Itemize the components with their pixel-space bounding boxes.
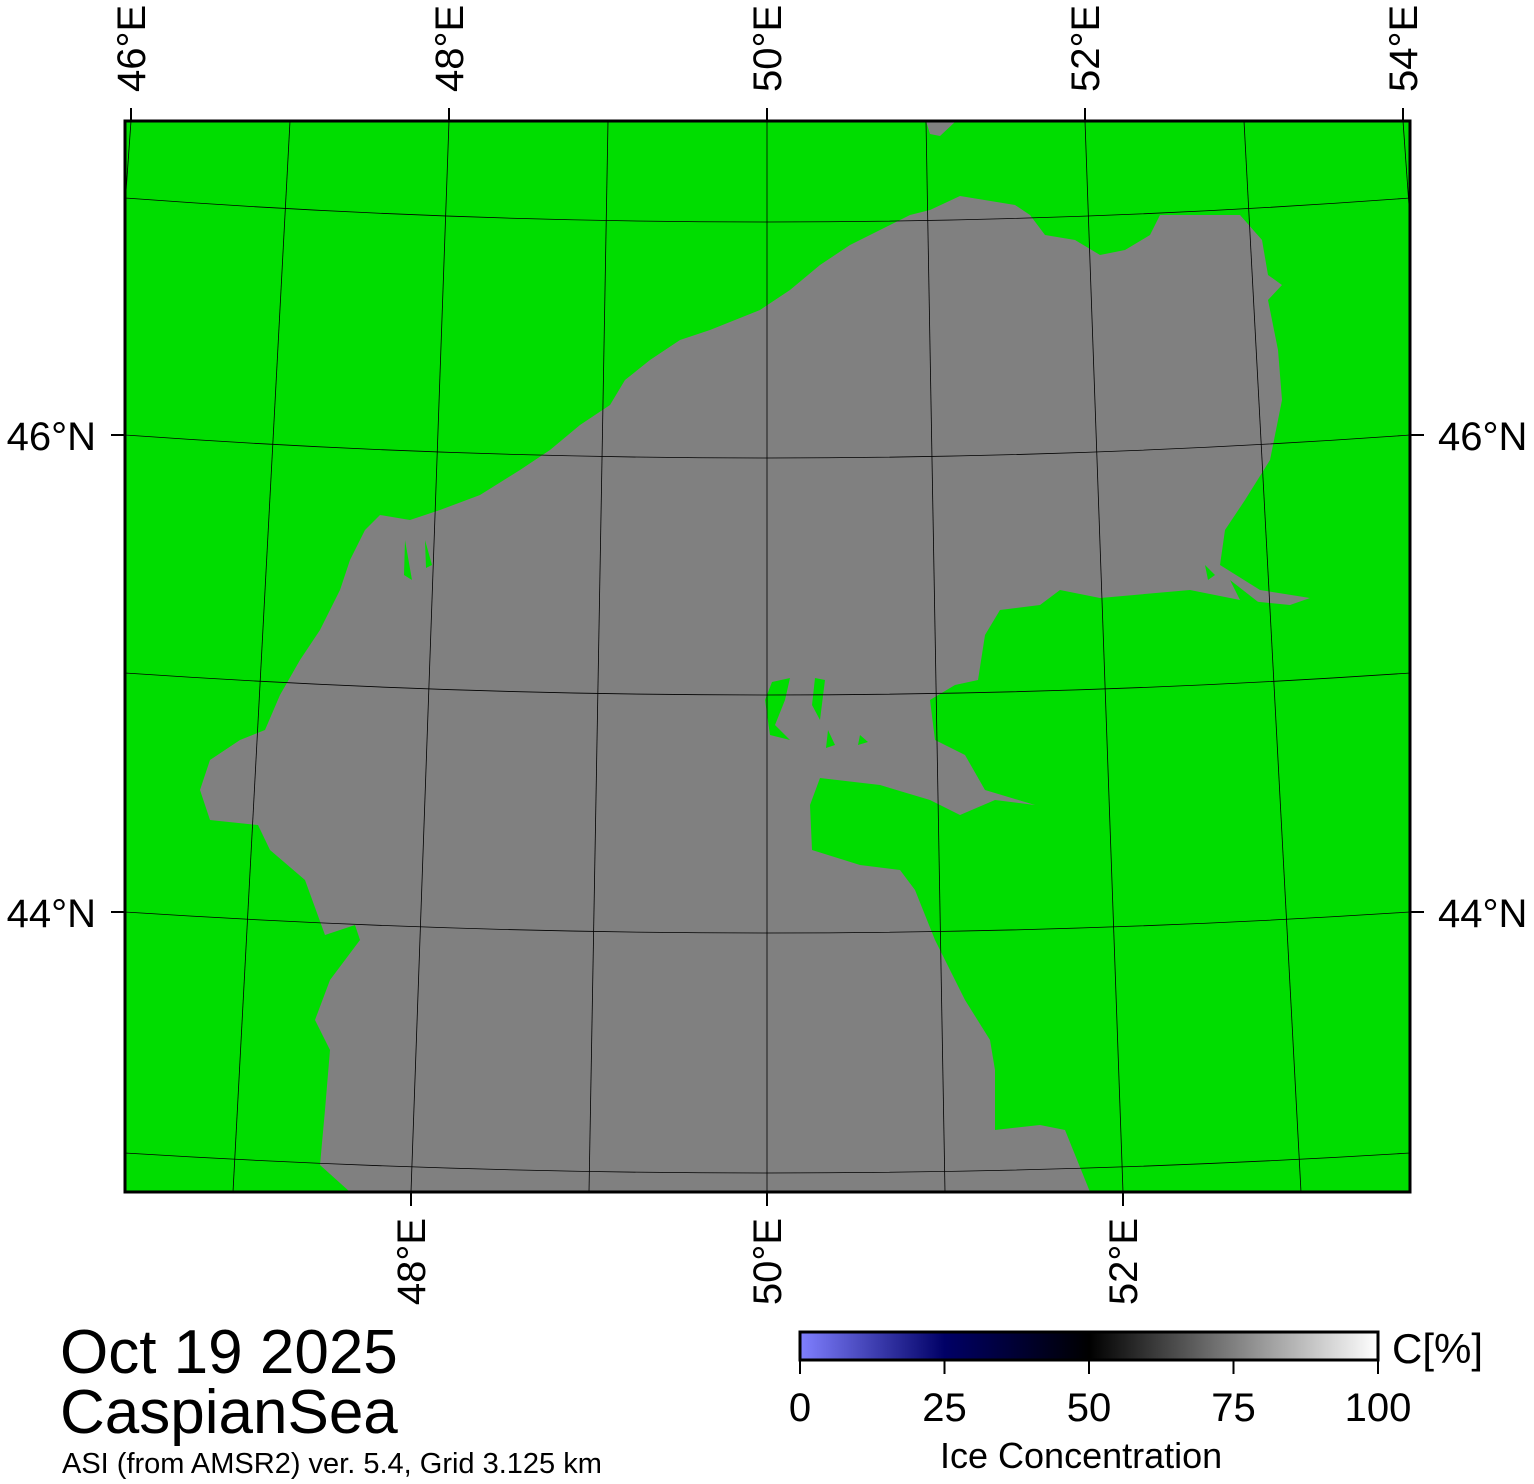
- parallel-line: [125, 911, 1410, 934]
- bottom-lon-label: 50°E: [746, 1218, 790, 1305]
- colorbar-tick-label: 50: [1066, 1386, 1112, 1430]
- left-lat-label: 46°N: [7, 415, 96, 459]
- meridian-line: [1243, 121, 1302, 1192]
- parallel-line: [125, 672, 1410, 696]
- axis-ticks: [111, 108, 1424, 1206]
- map-region: CaspianSea: [60, 1378, 398, 1447]
- colorbar-label: Ice Concentration: [940, 1435, 1223, 1476]
- colorbar-tick-label: 0: [788, 1386, 812, 1430]
- colorbar-tick-label: 75: [1211, 1386, 1256, 1430]
- meridian-line: [410, 121, 450, 1192]
- top-lon-label: 48°E: [428, 5, 472, 92]
- top-lon-label: 46°E: [110, 5, 154, 92]
- graticule: [125, 121, 1410, 1192]
- colorbar-tick-label: 100: [1344, 1386, 1412, 1430]
- colorbar: [798, 1330, 1380, 1362]
- top-lon-label: 50°E: [746, 5, 790, 92]
- meridian-line: [925, 121, 946, 1192]
- meridian-line: [1084, 121, 1124, 1192]
- parallel-line: [125, 197, 1410, 223]
- meridian-line: [1402, 121, 1410, 226]
- colorbar-ticks: [799, 1360, 1379, 1374]
- top-lon-label: 54°E: [1382, 5, 1426, 92]
- meridian-line: [125, 121, 132, 212]
- data-source: ASI (from AMSR2) ver. 5.4, Grid 3.125 km: [62, 1448, 602, 1480]
- islands: [404, 540, 1262, 748]
- caspian-sea-area: [200, 121, 1310, 1192]
- axis-labels: 46°E 48°E 50°E 52°E 54°E 48°E 50°E 52°E 46°N 46°N…: [7, 5, 1528, 1305]
- parallel-line: [125, 434, 1410, 459]
- meridian-line: [588, 121, 609, 1192]
- bottom-lon-label: 48°E: [390, 1218, 434, 1305]
- parallel-line: [125, 1152, 1410, 1174]
- top-lon-label: 52°E: [1064, 5, 1108, 92]
- left-lat-label: 44°N: [7, 892, 96, 936]
- right-lat-label: 46°N: [1438, 415, 1527, 459]
- meridian-line: [232, 121, 291, 1192]
- map-date: Oct 19 2025: [60, 1318, 398, 1387]
- right-lat-label: 44°N: [1438, 892, 1527, 936]
- bottom-lon-label: 52°E: [1102, 1218, 1146, 1305]
- colorbar-tick-label: 25: [922, 1386, 967, 1430]
- colorbar-unit: C[%]: [1392, 1325, 1484, 1372]
